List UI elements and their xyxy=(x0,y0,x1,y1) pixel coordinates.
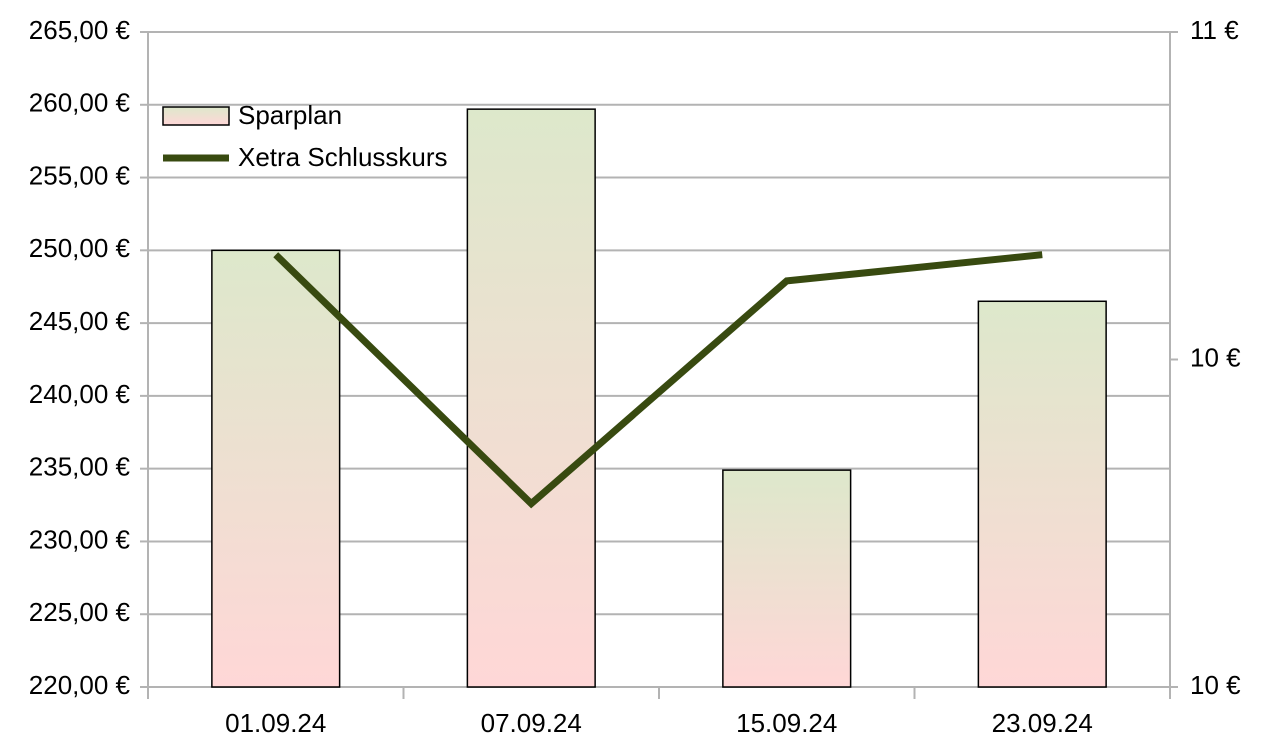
legend-label: Xetra Schlusskurs xyxy=(238,142,448,172)
y-tick-label: 260,00 € xyxy=(29,88,131,118)
legend-swatch xyxy=(162,106,230,126)
y-tick-label: 220,00 € xyxy=(29,670,131,700)
x-tick-label: 15.09.24 xyxy=(736,708,837,738)
x-tick-label: 01.09.24 xyxy=(225,708,326,738)
bar xyxy=(977,300,1107,688)
bar xyxy=(211,249,341,688)
bar xyxy=(466,108,596,688)
y-tick-label: 265,00 € xyxy=(29,15,131,45)
y-tick-label: 255,00 € xyxy=(29,160,131,190)
bar xyxy=(722,469,852,688)
x-tick-label: 07.09.24 xyxy=(481,708,582,738)
legend-label: Sparplan xyxy=(238,100,342,130)
y-tick-label: 230,00 € xyxy=(29,524,131,554)
y-tick-label: 250,00 € xyxy=(29,233,131,263)
y-tick-label: 240,00 € xyxy=(29,379,131,409)
line xyxy=(273,251,1043,509)
x-tick-label: 23.09.24 xyxy=(992,708,1093,738)
y-tick-label: 235,00 € xyxy=(29,452,131,482)
y2-tick-label: 10 € xyxy=(1190,342,1241,372)
y2-tick-label: 11 € xyxy=(1190,15,1239,45)
y-tick-label: 245,00 € xyxy=(29,306,131,336)
y-tick-label: 225,00 € xyxy=(29,597,131,627)
y2-tick-label: 10 € xyxy=(1190,670,1241,700)
